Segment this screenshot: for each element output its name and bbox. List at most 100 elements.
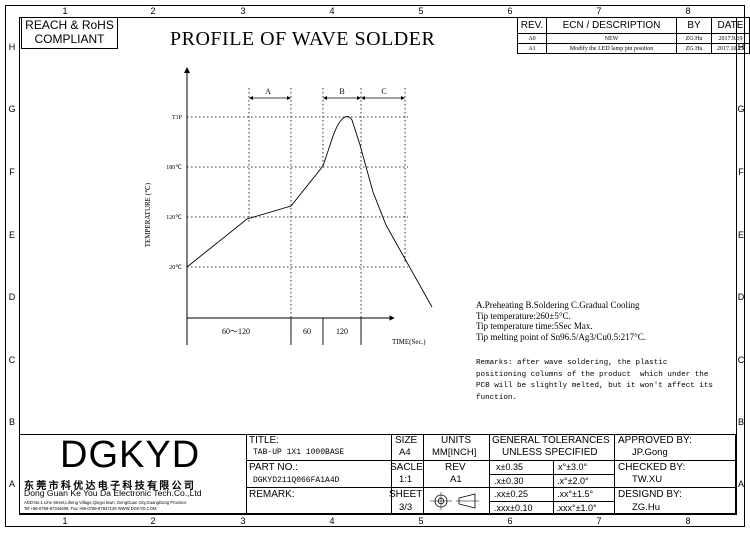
zone-top-7: 7 bbox=[596, 6, 602, 16]
revision-header-row: REV. ECN / DESCRIPTION BY DATE bbox=[517, 17, 750, 34]
title-label: TITLE: bbox=[249, 435, 280, 446]
checked-value: TW.XU bbox=[632, 474, 663, 485]
table-row: A0 NEW ZG.Hu 2017.9.19 bbox=[517, 33, 750, 44]
rev-cell: NEW bbox=[546, 33, 677, 44]
tolerance-angle-3: .xxx°±1.0° bbox=[556, 503, 597, 513]
zone-right-A: A bbox=[737, 479, 744, 489]
zone-right-F: F bbox=[738, 167, 744, 177]
company-contact: Tel:+86-0769-87334608; Fax:+86-0769-8784… bbox=[24, 506, 157, 511]
tb-hline-4 bbox=[391, 487, 489, 488]
remarks-block: Remarks: after wave soldering, the plast… bbox=[476, 358, 713, 404]
zone-bottom-3: 3 bbox=[240, 516, 246, 526]
zone-top-5: 5 bbox=[418, 6, 424, 16]
zone-top-2: 2 bbox=[150, 6, 156, 16]
scale-value: 1:1 bbox=[399, 474, 413, 485]
part-label: PART NO.: bbox=[249, 462, 298, 473]
company-cell bbox=[19, 434, 247, 514]
rev-value: A1 bbox=[450, 474, 462, 485]
phase-arrowheads bbox=[249, 96, 405, 100]
tb-vline-2 bbox=[423, 434, 424, 514]
y-axis-label: TEMPERATURE (℃) bbox=[144, 182, 152, 247]
phase-reference-lines bbox=[248, 88, 406, 340]
zone-left-B: B bbox=[8, 417, 15, 427]
temp-reference-lines bbox=[187, 116, 408, 268]
tolerance-linear-2: .xx±0.25 bbox=[494, 489, 528, 499]
phases-legend: A.Preheating B.Soldering C.Gradual Cooli… bbox=[476, 300, 640, 310]
drawing-frame-inner bbox=[19, 17, 737, 515]
remark-line: function. bbox=[476, 393, 518, 402]
tolerance-title-1: GENERAL TOLERANCES bbox=[492, 435, 610, 446]
approved-value: JP.Gong bbox=[632, 447, 668, 458]
phase-label-b: B bbox=[339, 87, 344, 96]
duration-solder: 60 bbox=[303, 327, 311, 336]
zone-bottom-8: 8 bbox=[685, 516, 691, 526]
compliance-line-1: REACH & RoHS bbox=[25, 18, 114, 32]
zone-top-6: 6 bbox=[507, 6, 513, 16]
size-label: SIZE bbox=[395, 435, 418, 446]
zone-right-C: C bbox=[737, 355, 745, 365]
remark-label: REMARK: bbox=[249, 489, 295, 500]
zone-bottom-6: 6 bbox=[507, 516, 513, 526]
y-tick-t1p: T1P bbox=[172, 115, 183, 121]
zone-left-A: A bbox=[8, 479, 15, 489]
wave-solder-profile-chart: A B C 60～120 60 120 TIME(Sec.) T1P 180℃ … bbox=[144, 67, 433, 346]
compliance-box: REACH & RoHS COMPLIANT bbox=[21, 17, 118, 49]
approved-label: APPROVED BY: bbox=[618, 435, 692, 446]
zone-right-E: E bbox=[737, 230, 744, 240]
zone-bottom-7: 7 bbox=[596, 516, 602, 526]
rev-cell: 2017.10.25 bbox=[711, 43, 750, 54]
units-label: UNITS bbox=[441, 435, 471, 446]
zone-right-G: G bbox=[737, 104, 745, 114]
zone-left-F: F bbox=[9, 167, 15, 177]
tb-hline-1 bbox=[247, 460, 391, 461]
tolerance-linear-3: .xxx±0.10 bbox=[494, 503, 533, 513]
page-title: PROFILE OF WAVE SOLDER bbox=[170, 28, 436, 50]
zone-bottom-1: 1 bbox=[62, 516, 68, 526]
y-tick-120: 120℃ bbox=[166, 215, 182, 221]
scale-label: SACLE bbox=[390, 462, 423, 473]
zone-bottom-5: 5 bbox=[418, 516, 424, 526]
zone-right-B: B bbox=[737, 417, 744, 427]
rev-cell: Modify the LED lamp pin position bbox=[546, 43, 677, 54]
zone-bottom-2: 2 bbox=[150, 516, 156, 526]
zone-top-8: 8 bbox=[685, 6, 691, 16]
zone-top-4: 4 bbox=[329, 6, 335, 16]
remark-line: Remarks: after wave soldering, the plast… bbox=[476, 359, 668, 367]
rev-cell: ZG.Hu bbox=[676, 43, 712, 54]
size-value: A4 bbox=[399, 447, 411, 458]
melting-point: Tip melting point of Sn96.5/Ag3/Cu0.5:21… bbox=[476, 331, 647, 342]
notes-block: A.Preheating B.Soldering C.Gradual Cooli… bbox=[476, 300, 646, 342]
zone-top-1: 1 bbox=[62, 6, 68, 16]
phase-label-a: A bbox=[265, 87, 271, 96]
tb-hline-appr-2 bbox=[614, 487, 736, 488]
tolerance-angle-1: .x°±2.0° bbox=[557, 476, 589, 486]
revision-table: REV. ECN / DESCRIPTION BY DATE A0 NEW ZG… bbox=[517, 17, 750, 54]
table-row: A1 Modify the LED lamp pin position ZG.H… bbox=[517, 43, 750, 54]
tip-time: Tip temperature time:5Sec Max. bbox=[476, 321, 593, 331]
company-cn-name: 东莞市科优达电子科技有限公司 bbox=[24, 481, 197, 492]
tb-hline-2 bbox=[247, 487, 391, 488]
tb-hline-tol-2 bbox=[489, 474, 614, 475]
zone-right-D: D bbox=[737, 292, 745, 302]
company-address: ADD:No.1 Lihe Street,Liheng Village,Qing… bbox=[24, 500, 187, 505]
remark-line: PCB will be slightly melted, but it won'… bbox=[476, 382, 713, 390]
x-axis-label: TIME(Sec.) bbox=[392, 338, 426, 346]
zone-left-E: E bbox=[8, 230, 15, 240]
phase-label-c: C bbox=[381, 87, 386, 96]
y-tick-20: 20℃ bbox=[169, 265, 182, 271]
tip-temperature: Tip temperature:260±5°C. bbox=[476, 310, 571, 321]
duration-cool: 120 bbox=[336, 327, 348, 336]
rev-cell: A0 bbox=[517, 33, 547, 44]
sheet-value: 3/3 bbox=[399, 502, 413, 513]
zone-top-3: 3 bbox=[240, 6, 246, 16]
zone-left-D: D bbox=[8, 292, 16, 302]
rev-header-date: DATE bbox=[711, 17, 750, 34]
zone-bottom-4: 4 bbox=[329, 516, 335, 526]
company-logo: DGKYD bbox=[60, 434, 201, 476]
tolerance-linear-0: x±0.35 bbox=[496, 462, 523, 472]
zone-left-G: G bbox=[8, 104, 16, 114]
sheet-label: SHEET bbox=[389, 489, 423, 500]
zone-left-C: C bbox=[8, 355, 16, 365]
rev-cell: A1 bbox=[517, 43, 547, 54]
part-value: DGKYD211Q066FA1A4D bbox=[253, 476, 340, 485]
